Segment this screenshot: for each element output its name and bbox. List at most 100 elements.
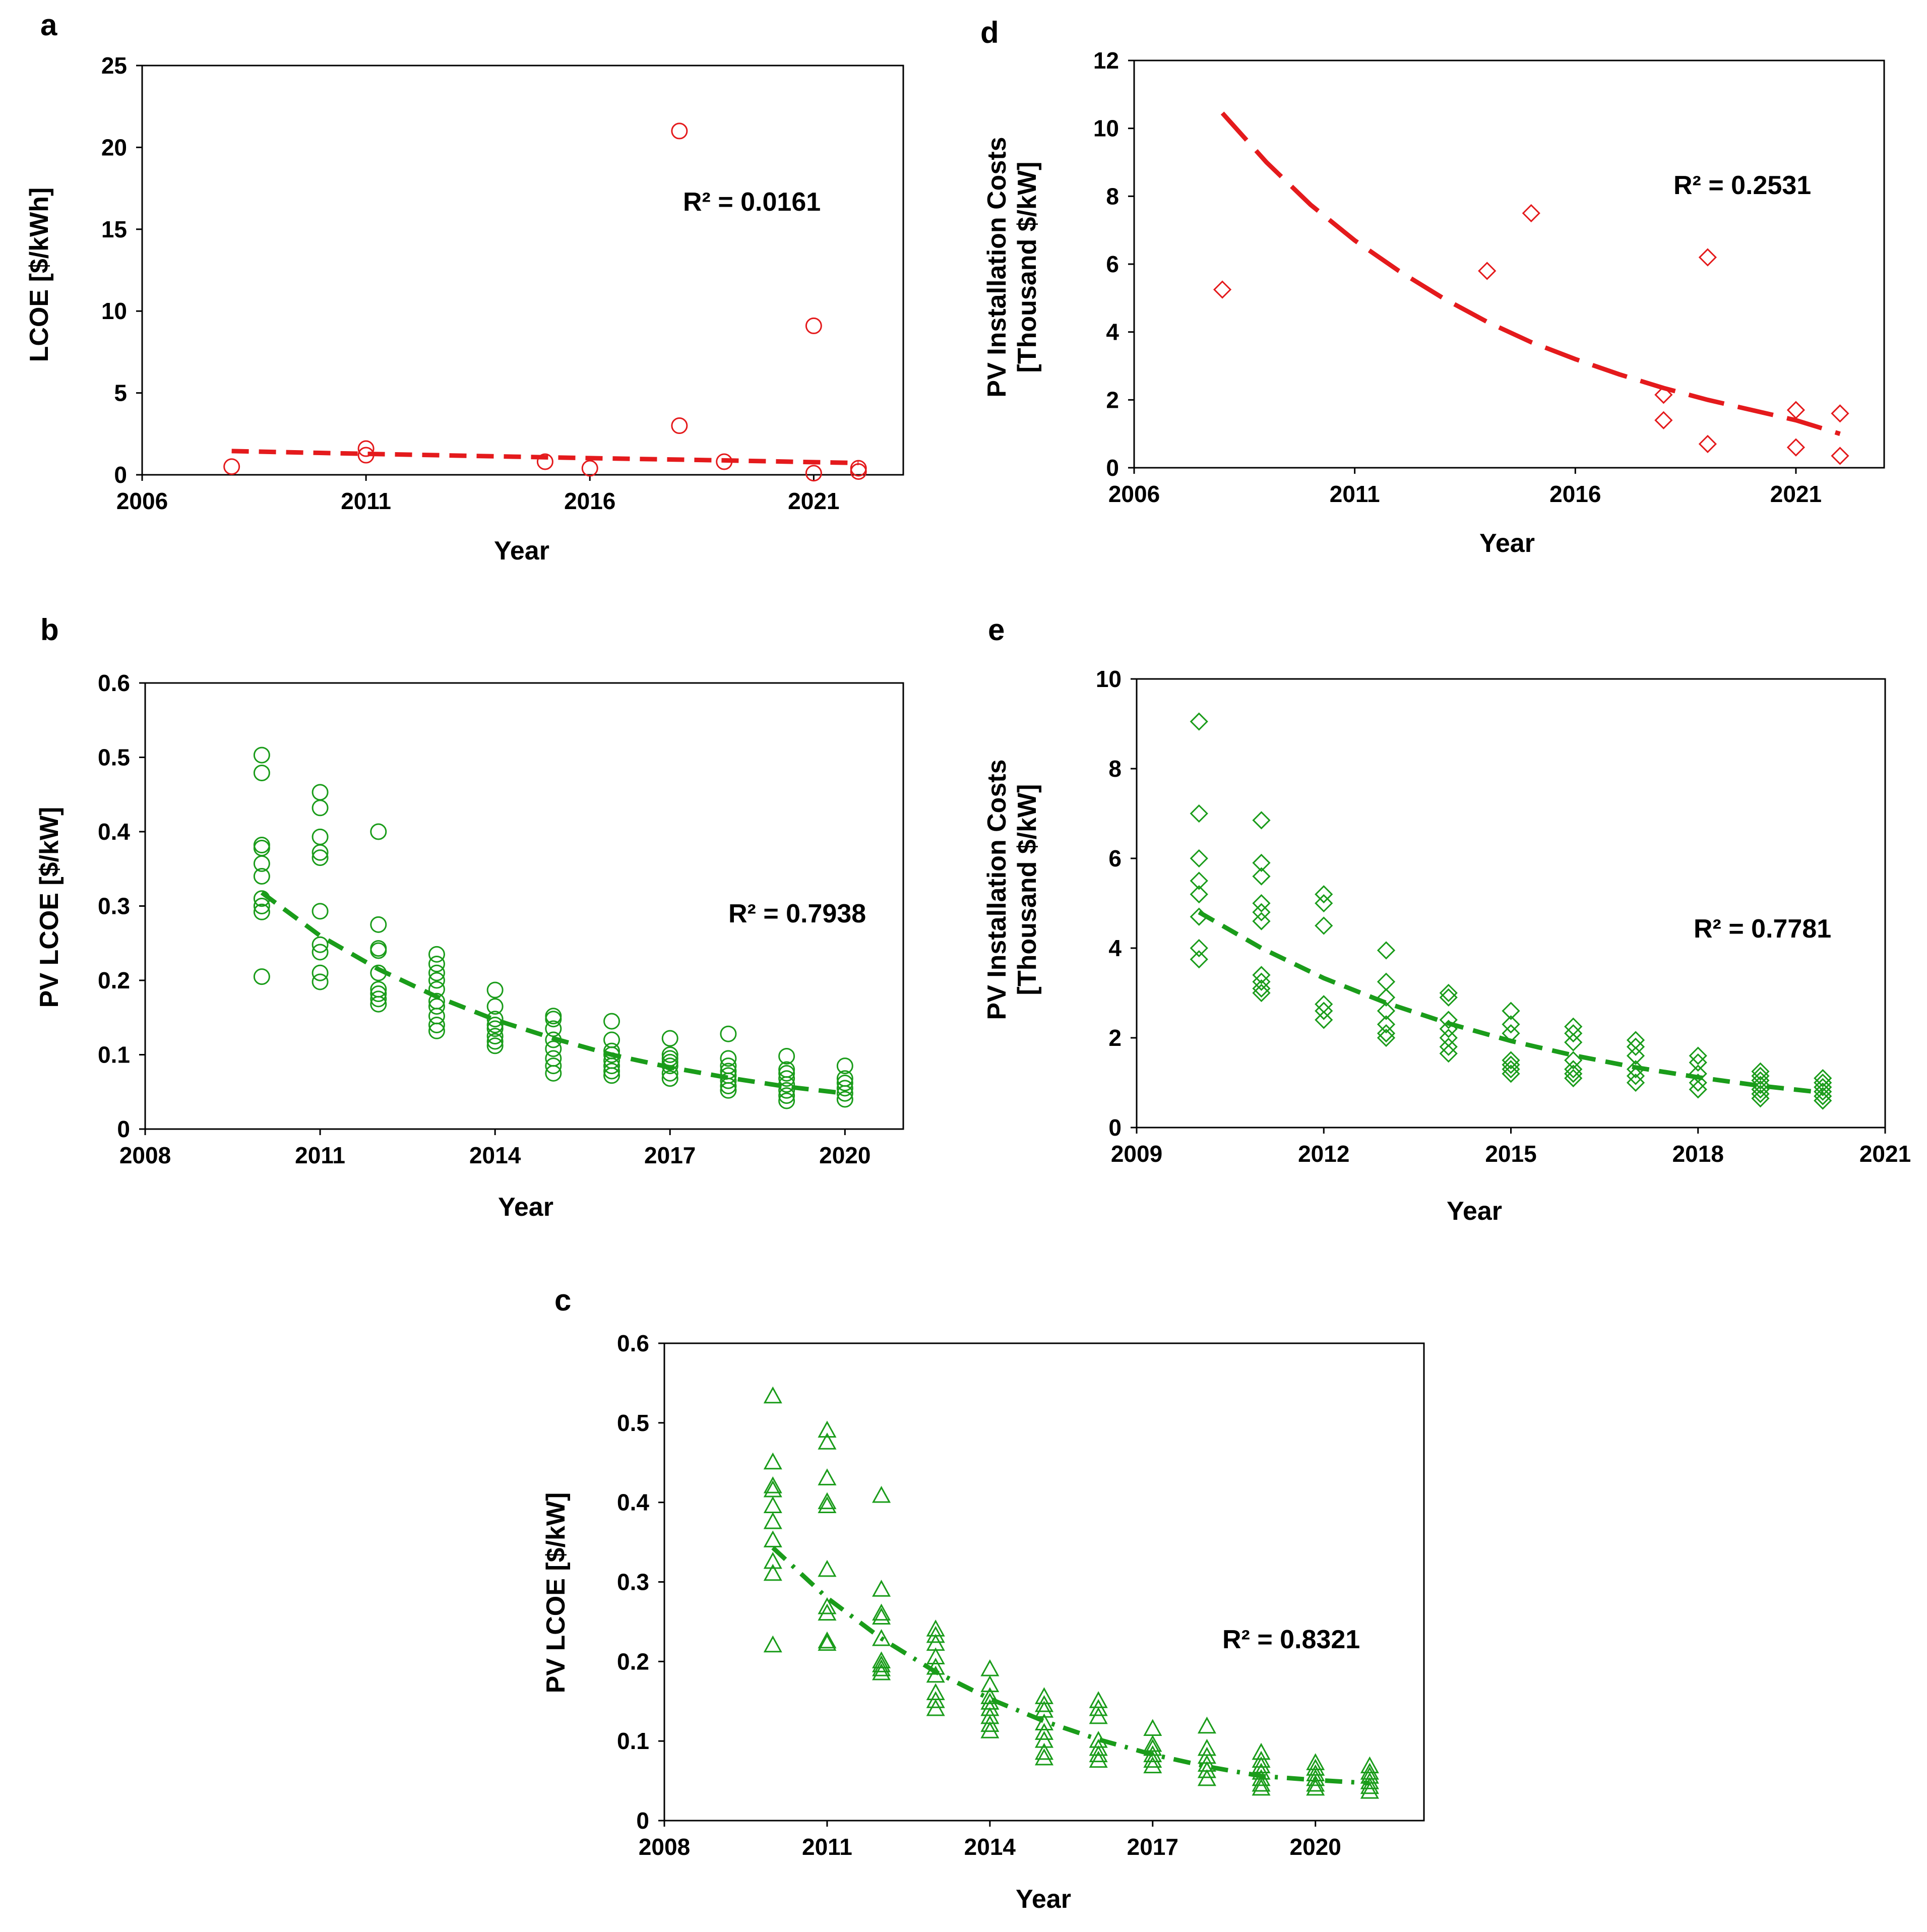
data-point	[1252, 983, 1271, 1003]
x-tick-label: 2008	[119, 1142, 171, 1168]
y-tick-label: 4	[1106, 319, 1119, 345]
data-point	[603, 1063, 620, 1080]
data-point	[1502, 1060, 1520, 1079]
data-point	[428, 1017, 445, 1033]
data-point	[872, 1659, 891, 1676]
data-point	[1089, 1751, 1108, 1768]
data-point	[428, 1008, 445, 1025]
x-tick-label: 2012	[1298, 1141, 1349, 1167]
data-point	[778, 1087, 795, 1104]
data-point	[1143, 1719, 1162, 1736]
y-tick-label: 20	[101, 134, 127, 160]
panel-letter-e: e	[988, 613, 1005, 647]
data-point	[1786, 438, 1806, 457]
data-point	[836, 1091, 853, 1108]
data-point	[428, 956, 445, 973]
data-point	[1190, 804, 1208, 823]
data-point	[1654, 386, 1673, 404]
data-point	[1252, 972, 1271, 991]
data-point	[763, 1551, 782, 1569]
data-point	[980, 1659, 1000, 1676]
data-point	[818, 1496, 837, 1514]
data-point	[1315, 995, 1333, 1014]
data-point	[872, 1651, 891, 1668]
y-axis-label-d-line1: PV Installation Costs	[982, 137, 1012, 397]
data-point	[545, 1065, 562, 1082]
data-point	[1360, 1782, 1379, 1799]
data-point	[581, 460, 598, 477]
data-point	[1377, 988, 1396, 1007]
data-point	[1626, 1067, 1645, 1085]
data-point	[872, 1580, 891, 1597]
data-point	[1564, 1069, 1583, 1088]
data-point	[1252, 903, 1271, 921]
y-tick-label: 0.5	[98, 744, 130, 771]
data-point	[926, 1647, 945, 1664]
data-point	[1190, 712, 1208, 731]
data-point	[428, 964, 445, 981]
data-point	[1197, 1716, 1216, 1734]
x-tick-label: 2014	[469, 1142, 521, 1168]
r2-annotation-d: R² = 0.2531	[1673, 171, 1811, 200]
data-point	[980, 1687, 1000, 1704]
y-tick-label: 0	[636, 1808, 649, 1834]
data-point	[1377, 1028, 1396, 1047]
data-point	[1089, 1738, 1108, 1756]
data-point	[763, 1386, 782, 1404]
data-point	[671, 417, 688, 434]
data-point	[486, 1017, 504, 1033]
data-point	[428, 1022, 445, 1039]
y-tick-label: 10	[1096, 666, 1122, 692]
data-point	[536, 453, 553, 470]
data-point	[1252, 966, 1271, 984]
y-tick-label: 10	[101, 298, 127, 324]
data-point	[486, 998, 504, 1015]
data-point	[1377, 972, 1396, 991]
data-point	[1814, 1069, 1832, 1088]
data-point	[1377, 941, 1396, 960]
r2-annotation-e: R² = 0.7781	[1694, 914, 1831, 944]
x-tick-label: 2016	[564, 488, 615, 514]
data-point	[486, 1020, 504, 1037]
data-point	[778, 1070, 795, 1087]
y-tick-label: 6	[1106, 251, 1119, 277]
panel-letter-c: c	[554, 1283, 571, 1317]
y-tick-label: 0.1	[98, 1042, 130, 1068]
y-axis-label-b: PV LCOE [$/kW]	[35, 807, 64, 1008]
y-axis-label-e-line2: [Thousand $/kW]	[1013, 784, 1042, 995]
data-point	[1522, 204, 1540, 223]
data-point	[370, 916, 387, 933]
data-point	[1439, 1011, 1458, 1029]
y-tick-label: 0.5	[617, 1410, 649, 1436]
data-point	[1439, 983, 1458, 1003]
data-point	[1315, 916, 1333, 935]
r2-annotation-a: R² = 0.0161	[683, 188, 821, 217]
data-point	[818, 1597, 837, 1614]
data-point	[1626, 1037, 1645, 1056]
data-point	[1190, 939, 1208, 958]
y-tick-label: 4	[1108, 935, 1122, 961]
data-point	[1360, 1763, 1379, 1780]
x-tick-label: 2008	[639, 1834, 690, 1860]
data-point	[1751, 1062, 1770, 1081]
data-point	[1377, 1002, 1396, 1020]
data-point	[763, 1452, 782, 1470]
data-point	[661, 1070, 678, 1087]
x-tick-label: 2021	[1770, 481, 1822, 507]
data-point	[661, 1053, 678, 1071]
data-point	[1439, 1037, 1458, 1056]
data-point	[1751, 1085, 1770, 1103]
data-point	[1252, 912, 1271, 930]
x-tick-label: 2006	[1108, 481, 1160, 507]
y-axis-label-c: PV LCOE [$/kW]	[541, 1492, 571, 1694]
y-tick-label: 0	[1106, 455, 1119, 481]
x-tick-label: 2011	[295, 1142, 345, 1168]
data-point	[486, 1037, 504, 1054]
data-point	[1306, 1759, 1325, 1776]
data-point	[1831, 404, 1849, 423]
data-point	[370, 823, 387, 840]
data-point	[1034, 1748, 1054, 1766]
y-axis-label-d-line2: [Thousand $/kW]	[1013, 162, 1042, 373]
data-point	[818, 1432, 837, 1450]
x-tick-label: 2020	[1290, 1834, 1341, 1860]
